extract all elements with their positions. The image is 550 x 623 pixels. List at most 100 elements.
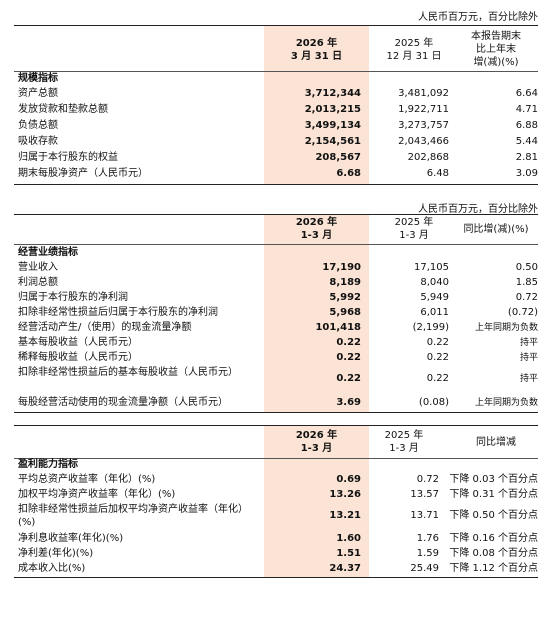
value-change: 0.72: [515, 292, 538, 303]
value-change: 1.85: [515, 277, 538, 288]
col-header-current: 2026 年 3 月 31 日: [264, 37, 369, 63]
value-current: 2,013,215: [304, 104, 361, 115]
table-row: 吸收存款 2,154,561 2,043,466 5.44: [14, 135, 538, 149]
table-row: 扣除非经常性损益后的基本每股收益（人民币元） 0.22 0.22 持平: [14, 366, 538, 392]
table-row: 稀释每股收益（人民币元） 0.22 0.22 持平: [14, 351, 538, 365]
row-label: 每股经营活动使用的现金流量净额（人民币元）: [18, 397, 228, 408]
section-title: 经营业绩指标: [18, 247, 78, 258]
col-header-line: 同比增(减)(%): [463, 224, 529, 235]
col-header-line: 本报告期末: [471, 31, 521, 42]
value-current: 101,418: [315, 322, 361, 333]
value-prior: 6,011: [420, 307, 449, 318]
divider: [14, 71, 538, 72]
value-prior: 13.57: [410, 489, 439, 500]
table-row: 成本收入比(%) 24.37 25.49 下降 1.12 个百分点: [14, 562, 538, 576]
table-row: 利润总额 8,189 8,040 1.85: [14, 276, 538, 290]
highlight-column: [264, 425, 369, 577]
value-change: 下降 0.03 个百分点: [449, 474, 538, 485]
col-header-line: 2026 年: [295, 38, 338, 49]
value-prior: 0.72: [416, 474, 439, 485]
unit-note: 人民币百万元，百分比除外: [418, 12, 538, 23]
col-header-prior: 2025 年 1-3 月: [374, 216, 454, 242]
value-current: 8,189: [329, 277, 361, 288]
section-title: 规模指标: [18, 73, 58, 84]
value-prior: 8,040: [420, 277, 449, 288]
row-label: 平均总资产收益率（年化）(%): [18, 474, 156, 485]
divider: [14, 458, 538, 459]
value-current: 5,968: [329, 307, 361, 318]
col-header-change: 同比增减: [454, 436, 538, 449]
section-row: 盈利能力指标: [14, 458, 538, 472]
row-label: 扣除非经常性损益后的基本每股收益（人民币元）: [18, 367, 238, 378]
value-change: 0.50: [515, 262, 538, 273]
col-header-line: 增(减)(%): [473, 57, 519, 68]
row-label: 吸收存款: [18, 136, 58, 147]
value-prior: (0.08): [418, 397, 449, 408]
col-header-prior: 2025 年 12 月 31 日: [374, 37, 454, 63]
row-label: 稀释每股收益（人民币元）: [18, 352, 138, 363]
row-label: 负债总额: [18, 120, 58, 131]
row-label: 利润总额: [18, 277, 58, 288]
col-header-line: 2025 年: [384, 430, 424, 441]
row-label: 期末每股净资产（人民币元）: [18, 168, 148, 179]
col-header-line: 1-3 月: [389, 443, 419, 454]
table-row: 每股经营活动使用的现金流量净额（人民币元） 3.69 (0.08) 上年同期为负…: [14, 396, 538, 410]
divider: [14, 214, 538, 215]
value-current: 24.37: [329, 563, 361, 574]
value-current: 2,154,561: [304, 136, 361, 147]
row-label: 基本每股收益（人民币元）: [18, 337, 138, 348]
value-change: 下降 1.12 个百分点: [449, 563, 538, 574]
row-label: 加权平均净资产收益率（年化）(%): [18, 489, 176, 500]
col-header-line: 同比增减: [476, 437, 516, 448]
col-header-line: 3 月 31 日: [290, 51, 343, 62]
value-change: 持平: [519, 338, 538, 348]
value-current: 13.21: [329, 510, 361, 521]
value-current: 13.26: [329, 489, 361, 500]
divider: [14, 184, 538, 185]
col-header-current: 2026 年 1-3 月: [264, 216, 369, 242]
value-current: 0.22: [336, 352, 361, 363]
col-header-line: 2026 年: [295, 217, 338, 228]
col-header-line: 2025 年: [394, 38, 434, 49]
row-label: 经营活动产生/（使用）的现金流量净额: [18, 322, 192, 333]
table-row: 净利息收益率(年化)(%) 1.60 1.76 下降 0.16 个百分点: [14, 532, 538, 546]
value-prior: 3,481,092: [398, 88, 449, 99]
col-header-prior: 2025 年 1-3 月: [364, 429, 444, 455]
unit-note: 人民币百万元，百分比除外: [418, 204, 538, 215]
divider: [14, 244, 538, 245]
value-current: 5,992: [329, 292, 361, 303]
value-current: 6.68: [336, 168, 361, 179]
col-header-line: 1-3 月: [300, 230, 333, 241]
value-change: 6.88: [515, 120, 538, 131]
col-header-line: 1-3 月: [300, 443, 333, 454]
divider: [14, 25, 538, 26]
value-change: 5.44: [515, 136, 538, 147]
table-row: 加权平均净资产收益率（年化）(%) 13.26 13.57 下降 0.31 个百…: [14, 488, 538, 502]
table-row: 平均总资产收益率（年化）(%) 0.69 0.72 下降 0.03 个百分点: [14, 473, 538, 487]
col-header-line: 2025 年: [394, 217, 434, 228]
value-prior: 0.22: [426, 352, 449, 363]
col-header-line: 1-3 月: [399, 230, 429, 241]
table-row: 归属于本行股东的净利润 5,992 5,949 0.72: [14, 291, 538, 305]
value-change: 下降 0.31 个百分点: [449, 489, 538, 500]
value-change: 持平: [519, 374, 538, 384]
table-row: 发放贷款和垫款总额 2,013,215 1,922,711 4.71: [14, 103, 538, 117]
table-row: 净利差(年化)(%) 1.51 1.59 下降 0.08 个百分点: [14, 547, 538, 561]
value-current: 0.69: [336, 474, 361, 485]
table-row: 归属于本行股东的权益 208,567 202,868 2.81: [14, 151, 538, 165]
col-header-line: 2026 年: [295, 430, 338, 441]
value-prior: 6.48: [426, 168, 449, 179]
row-label: 归属于本行股东的权益: [18, 152, 118, 163]
value-prior: 13.71: [410, 510, 439, 521]
value-prior: 1.76: [416, 533, 439, 544]
section-title: 盈利能力指标: [18, 459, 78, 470]
value-change: 下降 0.08 个百分点: [449, 548, 538, 559]
value-prior: 3,273,757: [398, 120, 449, 131]
value-current: 208,567: [315, 152, 361, 163]
profitability-table: 2026 年 1-3 月 2025 年 1-3 月 同比增减 盈利能力指标 平均…: [14, 425, 538, 580]
table-row: 扣除非经常性损益后加权平均净资产收益率（年化）(%) 13.21 13.71 下…: [14, 503, 538, 529]
value-change: 下降 0.16 个百分点: [449, 533, 538, 544]
value-prior: 1,922,711: [398, 104, 449, 115]
value-current: 17,190: [322, 262, 361, 273]
balance-sheet-table: 人民币百万元，百分比除外 2026 年 3 月 31 日 2025 年 12 月…: [14, 0, 538, 190]
